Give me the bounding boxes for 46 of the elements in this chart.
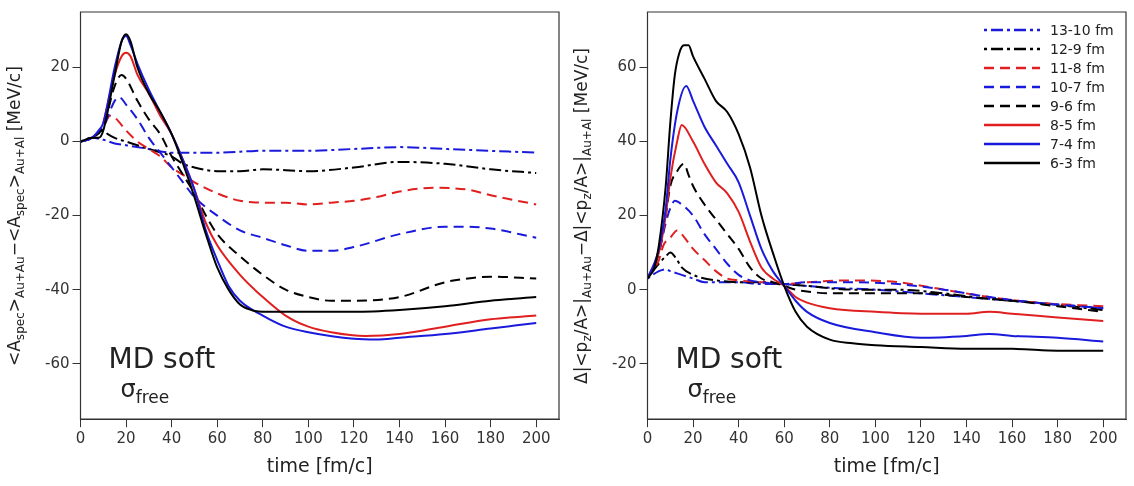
x-tick-label: 160 (997, 429, 1027, 448)
x-tick-label: 160 (430, 429, 460, 448)
y-tick-label: 20 (617, 205, 637, 224)
y-tick-label: -40 (45, 279, 70, 298)
y-tick-label: 60 (617, 57, 637, 76)
annotation: σ$_{free}$ (687, 375, 738, 407)
legend-label: 10-7 fm (1050, 78, 1105, 95)
legend-label: 8-5 fm (1050, 116, 1096, 133)
x-tick-label: 120 (339, 429, 369, 448)
x-tick-label: 40 (162, 429, 182, 448)
legend-label: 6-3 fm (1050, 154, 1096, 171)
x-tick-label: 140 (385, 429, 414, 448)
x-tick-label: 20 (116, 429, 136, 448)
annotation: σ$_{free}$ (120, 375, 171, 407)
x-tick-label: 200 (1088, 429, 1118, 448)
x-tick-label: 80 (820, 429, 840, 448)
y-tick-label: -20 (45, 205, 70, 224)
x-tick-label: 100 (861, 429, 890, 448)
y-tick-label: -60 (45, 353, 70, 372)
y-tick-label: 0 (626, 279, 637, 298)
x-tick-label: 20 (683, 429, 703, 448)
legend-label: 11-8 fm (1050, 59, 1105, 76)
x-tick-label: 0 (75, 429, 86, 448)
y-tick-label: -20 (612, 353, 637, 372)
x-tick-label: 180 (1043, 429, 1072, 448)
x-tick-label: 100 (294, 429, 323, 448)
legend-label: 12-9 fm (1050, 40, 1105, 57)
x-tick-label: 60 (207, 429, 227, 448)
annotation: MD soft (675, 342, 783, 376)
annotation: MD soft (108, 342, 216, 376)
x-tick-label: 120 (906, 429, 936, 448)
x-tick-label: 180 (476, 429, 505, 448)
x-tick-label: 200 (521, 429, 551, 448)
x-tick-label: 40 (729, 429, 749, 448)
x-tick-label: 80 (253, 429, 273, 448)
x-tick-label: 140 (952, 429, 981, 448)
x-axis-title: time [fm/c] (833, 453, 940, 476)
x-tick-label: 60 (774, 429, 794, 448)
x-tick-label: 0 (642, 429, 653, 448)
legend-label: 7-4 fm (1050, 135, 1096, 152)
legend-label: 13-10 fm (1050, 21, 1114, 38)
y-tick-label: 0 (59, 131, 70, 150)
x-axis-title: time [fm/c] (266, 453, 373, 476)
y-tick-label: 20 (50, 57, 70, 76)
y-tick-label: 40 (617, 131, 637, 150)
legend-label: 9-6 fm (1050, 97, 1096, 114)
